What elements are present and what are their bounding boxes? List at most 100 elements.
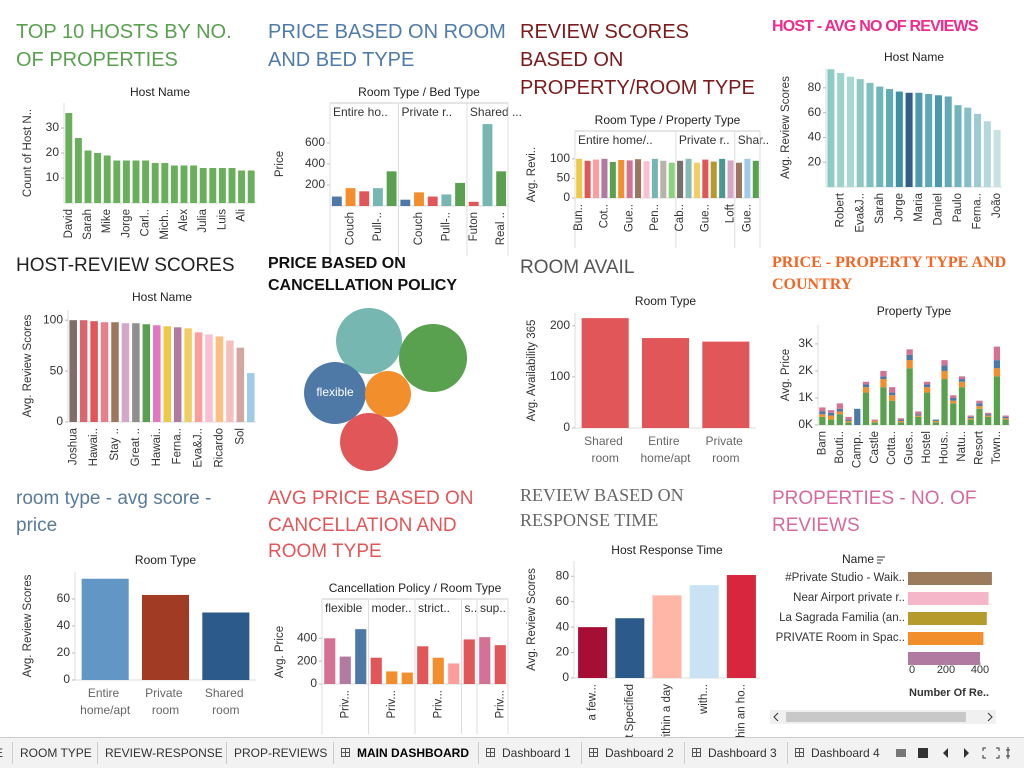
bar xyxy=(202,612,250,680)
header: Host Response Time xyxy=(611,543,723,557)
bar xyxy=(427,196,438,206)
bar xyxy=(581,318,629,428)
bar xyxy=(81,578,129,680)
tab[interactable]: Dashboard 1 xyxy=(502,746,571,760)
bar-segment xyxy=(941,365,948,371)
bar xyxy=(702,159,709,198)
y-axis-label: Avg. Review Scores xyxy=(780,76,792,179)
bar xyxy=(142,324,151,422)
bar xyxy=(113,160,121,203)
bar-segment xyxy=(880,376,887,380)
bar-segment xyxy=(985,412,992,415)
bar xyxy=(180,165,188,203)
tab[interactable]: REVIEW-RESPONSE xyxy=(105,746,223,760)
bar-segment xyxy=(871,420,878,423)
chart-title: REVIEW BASED ON RESPONSE TIME xyxy=(520,485,684,531)
bar-segment xyxy=(836,408,843,412)
bar-segment xyxy=(836,411,843,415)
bar-segment xyxy=(967,415,974,417)
tab[interactable]: Dashboard 3 xyxy=(708,746,777,760)
y-tick-label: 0 xyxy=(56,414,63,428)
tab[interactable]: ROOM TYPE xyxy=(20,746,92,760)
x-tick-label: Cab.. xyxy=(674,204,686,232)
x-tick-label: within an ho.. xyxy=(735,684,747,737)
bar-segment xyxy=(819,416,826,425)
x-tick-label: 0 xyxy=(909,664,915,676)
y-axis-label: Avg. Review Scores xyxy=(526,568,538,671)
bar xyxy=(65,113,73,203)
tab[interactable]: PROP-REVIEWS xyxy=(234,746,328,760)
y-tick-label: 0 xyxy=(63,672,70,686)
tab[interactable]: Dashboard 2 xyxy=(605,746,674,760)
group-label: flexible xyxy=(325,601,363,615)
bar xyxy=(74,138,82,203)
tab-icon xyxy=(589,748,598,757)
scroll-arrows[interactable] xyxy=(773,712,993,722)
bar xyxy=(111,322,119,422)
x-tick-label: Priv... xyxy=(339,690,351,719)
x-tick-label: Private room xyxy=(145,686,186,717)
x-tick-label: Eva&J.. xyxy=(193,428,205,468)
tab-icon xyxy=(486,748,495,757)
x-tick-label: Couch xyxy=(345,212,357,245)
x-tick-label: Pen.. xyxy=(649,204,661,231)
y-axis-label: Avg. Review Scores xyxy=(22,314,34,417)
bar xyxy=(218,168,226,203)
bar xyxy=(584,160,591,198)
bar xyxy=(494,645,506,684)
bar-segment xyxy=(958,376,966,380)
x-tick-label: Real .. xyxy=(495,212,507,245)
tab[interactable]: Dashboard 4 xyxy=(811,746,880,760)
x-tick-label: David xyxy=(63,209,75,238)
y-tick-label: 50 xyxy=(50,363,64,377)
bar-segment xyxy=(932,422,939,425)
bar-segment xyxy=(897,418,905,420)
group-label: sup.. xyxy=(480,601,506,615)
bar-segment xyxy=(862,384,870,388)
tab-separator xyxy=(478,742,479,764)
bar xyxy=(866,82,874,187)
chart-title: PRICE BASED ON ROOM AND BED TYPE xyxy=(268,21,506,71)
x-tick-label: Gue.. xyxy=(624,204,636,232)
tab[interactable]: MAIN DASHBOARD xyxy=(357,746,469,760)
tab-icon xyxy=(692,748,701,757)
y-tick-label: 40 xyxy=(808,130,822,144)
tab-separator xyxy=(581,742,582,764)
nav-controls[interactable] xyxy=(890,738,1020,768)
bar xyxy=(496,171,507,206)
bar-segment xyxy=(880,370,887,377)
bar xyxy=(205,334,213,422)
bar-segment xyxy=(862,387,870,393)
y-tick-label: 20 xyxy=(556,645,570,659)
bar xyxy=(685,158,692,198)
chart-title: PRICE - PROPERTY TYPE AND COUNTRY xyxy=(772,254,1007,294)
bar xyxy=(668,162,675,198)
x-tick-label: Jorge xyxy=(893,193,905,222)
bar xyxy=(702,341,750,428)
x-tick-label: João xyxy=(991,193,1003,218)
bar-segment xyxy=(950,403,957,425)
bar-segment xyxy=(819,414,826,417)
bar xyxy=(944,96,952,187)
bar-segment xyxy=(897,419,905,421)
bar-segment xyxy=(915,415,922,417)
x-tick-label: Mike xyxy=(101,209,113,233)
bar-segment xyxy=(845,419,852,421)
bar xyxy=(641,338,690,428)
scrollbar-thumb[interactable] xyxy=(786,712,966,722)
bar xyxy=(194,332,203,422)
tab-icon xyxy=(341,748,350,757)
bar xyxy=(837,72,845,187)
chart-title: ROOM AVAIL xyxy=(520,257,635,278)
x-tick-label: Natu.. xyxy=(956,431,968,462)
tab[interactable]: E xyxy=(0,746,3,760)
bar xyxy=(236,347,245,422)
bar xyxy=(170,165,178,203)
bar xyxy=(618,160,625,198)
x-tick-label: Julia xyxy=(197,208,209,232)
bar xyxy=(934,95,942,187)
bar xyxy=(993,129,1001,187)
bar xyxy=(652,595,682,678)
bar xyxy=(359,191,370,206)
y-axis-label: Avg. Review Scores xyxy=(22,574,34,677)
